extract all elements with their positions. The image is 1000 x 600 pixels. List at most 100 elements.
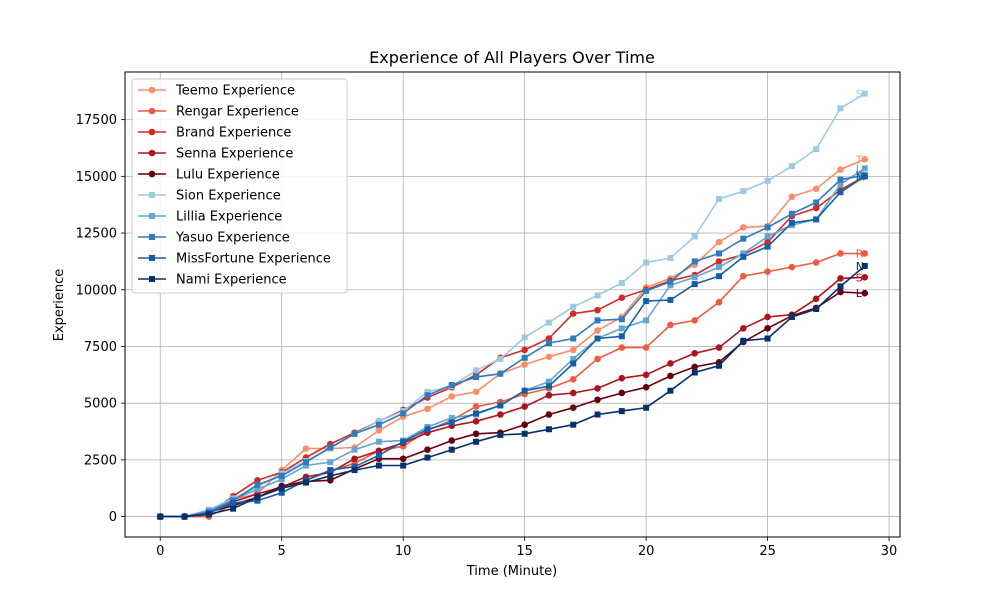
data-point — [642, 371, 650, 379]
x-tick-label: 30 — [881, 544, 898, 559]
data-point — [230, 505, 237, 512]
data-point — [497, 411, 504, 418]
data-point — [375, 427, 383, 434]
data-point — [399, 455, 407, 463]
legend-marker — [149, 234, 155, 240]
x-tick-label: 5 — [278, 544, 286, 559]
data-point — [569, 404, 577, 412]
legend-label: Brand Experience — [176, 126, 291, 141]
legend-item: Sion Experience — [138, 189, 281, 204]
data-point — [375, 421, 382, 428]
series-nami-experience: N — [157, 260, 868, 520]
legend-item: Nami Experience — [138, 273, 287, 288]
legend-label: Teemo Experience — [175, 84, 295, 99]
data-point — [521, 354, 528, 361]
series-end-label: N — [856, 260, 864, 273]
x-tick-label: 10 — [395, 544, 412, 559]
data-point — [837, 288, 844, 296]
data-point — [715, 344, 723, 351]
data-point — [521, 403, 528, 410]
data-point — [812, 259, 820, 266]
data-point — [716, 250, 723, 257]
data-point — [667, 360, 674, 367]
legend-marker — [148, 86, 156, 94]
data-point — [594, 385, 601, 392]
data-point — [351, 430, 358, 437]
data-point — [351, 463, 358, 470]
legend-marker — [148, 107, 156, 115]
data-point — [278, 489, 285, 496]
data-point — [424, 446, 431, 453]
data-point — [254, 486, 261, 493]
data-point — [375, 418, 382, 425]
series-end-label: L — [856, 162, 863, 175]
data-point — [302, 459, 309, 466]
data-point — [716, 273, 723, 280]
legend-marker — [149, 255, 155, 261]
data-point — [521, 421, 528, 429]
data-point — [643, 287, 650, 294]
data-point — [691, 274, 698, 281]
data-point — [375, 438, 382, 445]
data-point — [667, 387, 674, 394]
data-point — [327, 467, 334, 474]
series-end-label: M — [856, 170, 866, 183]
data-point — [569, 376, 577, 383]
data-point — [667, 255, 674, 261]
data-point — [448, 414, 455, 421]
data-point — [327, 444, 334, 451]
data-point — [594, 327, 601, 334]
data-point — [181, 513, 188, 520]
legend-item: Lulu Experience — [138, 168, 280, 183]
legend-label: MissFortune Experience — [176, 252, 331, 267]
data-point — [691, 363, 699, 371]
y-tick-label: 12500 — [76, 227, 117, 242]
data-point — [521, 334, 528, 341]
data-point — [569, 310, 577, 317]
series-line — [160, 175, 866, 518]
data-point — [716, 362, 723, 369]
data-point — [716, 264, 723, 271]
x-tick-label: 25 — [759, 544, 776, 559]
legend-item: Yasuo Experience — [138, 231, 290, 246]
series-line — [160, 92, 866, 518]
data-point — [716, 196, 723, 203]
y-tick-label: 17500 — [76, 113, 117, 128]
data-point — [472, 430, 480, 438]
data-point — [740, 250, 747, 257]
data-point — [788, 193, 796, 201]
data-point — [278, 485, 285, 492]
data-point — [278, 472, 285, 479]
data-point — [521, 346, 528, 354]
y-tick-label: 2500 — [84, 453, 117, 468]
data-point — [545, 378, 552, 385]
data-point — [302, 462, 309, 469]
data-point — [618, 389, 626, 397]
data-point — [643, 259, 650, 266]
data-point — [327, 472, 334, 479]
legend-item: Teemo Experience — [138, 84, 295, 99]
data-point — [448, 393, 456, 400]
data-point — [521, 430, 528, 437]
legend-item: Senna Experience — [138, 147, 293, 162]
data-point — [618, 333, 625, 340]
data-point — [497, 431, 504, 438]
x-axis: 0 5 10 15 20 25 30 — [156, 537, 897, 559]
data-point — [351, 446, 358, 453]
data-point — [473, 438, 480, 445]
data-point — [764, 177, 771, 184]
data-point — [545, 383, 552, 390]
data-point — [448, 382, 455, 389]
data-point — [861, 262, 868, 269]
data-point — [594, 292, 601, 299]
legend-marker — [148, 128, 156, 136]
data-point — [764, 224, 771, 231]
legend-label: Sion Experience — [176, 189, 281, 204]
legend-item: Lillia Experience — [138, 210, 282, 225]
data-point — [837, 283, 844, 290]
series-end-label: T — [855, 153, 863, 166]
data-point — [642, 344, 650, 351]
data-point — [618, 325, 625, 332]
data-point — [812, 295, 820, 303]
data-point — [788, 163, 795, 170]
